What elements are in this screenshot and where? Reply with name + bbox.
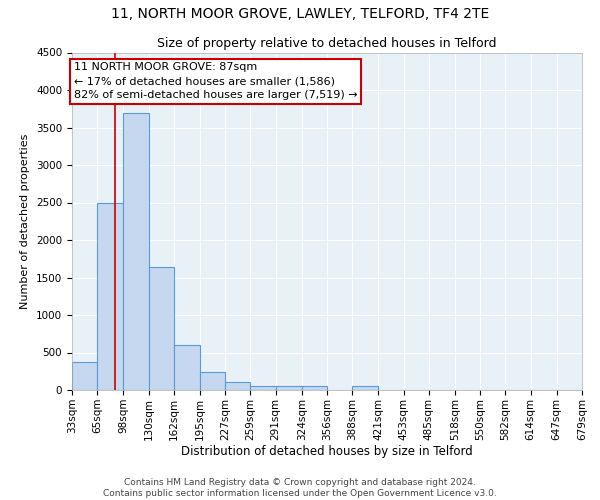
Text: 11, NORTH MOOR GROVE, LAWLEY, TELFORD, TF4 2TE: 11, NORTH MOOR GROVE, LAWLEY, TELFORD, T… — [111, 8, 489, 22]
Text: Contains HM Land Registry data © Crown copyright and database right 2024.
Contai: Contains HM Land Registry data © Crown c… — [103, 478, 497, 498]
Bar — [200, 372, 225, 390]
Bar — [72, 362, 97, 390]
Text: 11 NORTH MOOR GROVE: 87sqm
← 17% of detached houses are smaller (1,586)
82% of s: 11 NORTH MOOR GROVE: 87sqm ← 17% of deta… — [74, 62, 357, 100]
Y-axis label: Number of detached properties: Number of detached properties — [20, 134, 31, 309]
Bar — [302, 386, 327, 390]
Bar — [174, 345, 200, 390]
Bar — [97, 202, 124, 390]
Bar — [225, 382, 250, 390]
Bar — [250, 386, 275, 390]
Title: Size of property relative to detached houses in Telford: Size of property relative to detached ho… — [157, 37, 497, 50]
Bar — [124, 112, 149, 390]
Bar — [149, 267, 174, 390]
X-axis label: Distribution of detached houses by size in Telford: Distribution of detached houses by size … — [181, 446, 473, 458]
Bar — [352, 386, 379, 390]
Bar — [275, 386, 302, 390]
